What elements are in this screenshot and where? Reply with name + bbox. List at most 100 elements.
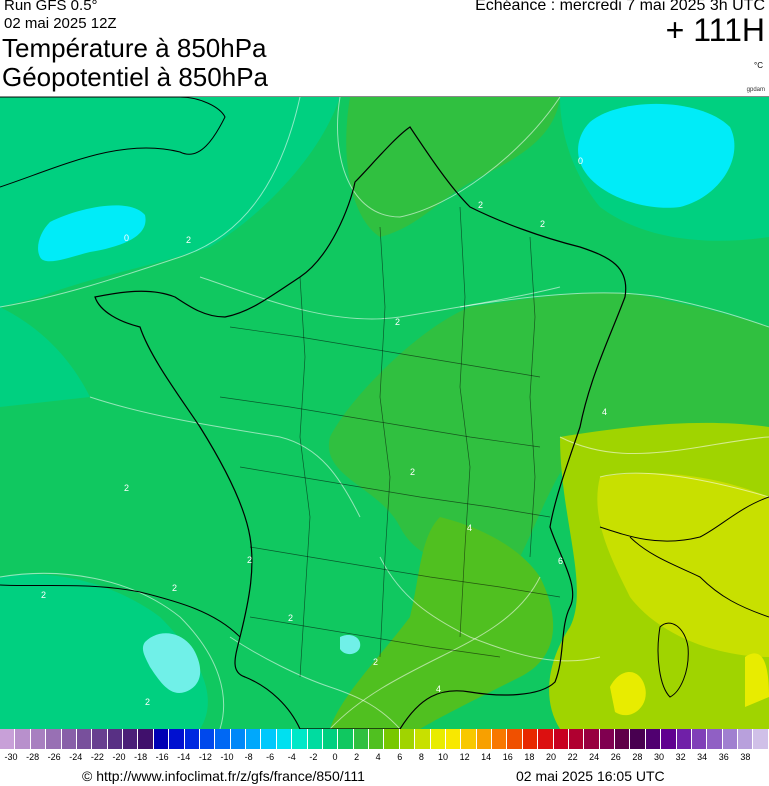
- scale-label: 16: [502, 752, 513, 762]
- scale-swatch: [15, 729, 31, 749]
- scale-label: -20: [112, 752, 126, 762]
- scale-swatch: [123, 729, 139, 749]
- scale-swatch: [353, 729, 369, 749]
- scale-label: 8: [418, 752, 424, 762]
- scale-swatch: [184, 729, 200, 749]
- map-title-geopotential: Géopotentiel à 850hPa: [2, 62, 268, 92]
- scale-label: -18: [134, 752, 148, 762]
- scale-label: 12: [459, 752, 470, 762]
- scale-swatch: [538, 729, 554, 749]
- isotherm-line-10: [599, 472, 769, 498]
- scale-swatch: [753, 729, 769, 749]
- scale-label: -26: [47, 752, 61, 762]
- italy-border: [629, 536, 769, 618]
- isotherm-label: 4: [467, 523, 472, 533]
- isotherm-line-9: [329, 576, 541, 729]
- scale-swatch: [399, 729, 416, 749]
- scale-swatch: [676, 729, 692, 749]
- scale-swatch: [369, 729, 385, 749]
- scale-swatch: [199, 729, 216, 749]
- scale-swatch: [553, 729, 569, 749]
- scale-label: -28: [26, 752, 40, 762]
- isotherm-line-2: [337, 97, 561, 218]
- scale-swatch: [722, 729, 738, 749]
- scale-label: 0: [332, 752, 338, 762]
- scale-label: -8: [244, 752, 253, 762]
- generation-timestamp: 02 mai 2025 16:05 UTC: [516, 768, 665, 784]
- scale-swatch: [430, 729, 446, 749]
- scale-label: 18: [524, 752, 535, 762]
- scale-swatch: [507, 729, 523, 749]
- scale-label: 34: [697, 752, 708, 762]
- temp-band-12-14-east-edge: [745, 653, 769, 707]
- isotherm-label: 2: [145, 697, 150, 707]
- cold-pocket-cevennes: [340, 635, 361, 655]
- temp-band-10-12-alps: [597, 473, 769, 657]
- scale-swatch: [292, 729, 308, 749]
- temperature-scale-labels: -30 -28 -26 -24 -22 -20 -18 -16 -14 -12 -10 -8 -6 -4-…: [0, 752, 769, 766]
- scale-swatch: [30, 729, 47, 749]
- scale-swatch: [322, 729, 339, 749]
- isotherm-label: 2: [410, 467, 415, 477]
- scale-swatch: [522, 729, 539, 749]
- isotherm-label: 2: [124, 483, 129, 493]
- scale-swatch: [169, 729, 185, 749]
- isotherm-label: 2: [41, 590, 46, 600]
- isotherm-line-7: [0, 572, 225, 729]
- isotherm-label: 4: [436, 684, 441, 694]
- scale-swatch: [215, 729, 231, 749]
- scale-swatch: [415, 729, 431, 749]
- isotherm-label: 2: [395, 317, 400, 327]
- isotherm-label: 0: [124, 233, 129, 243]
- isotherm-label: 2: [247, 555, 252, 565]
- scale-label: 28: [632, 752, 643, 762]
- scale-swatch: [261, 729, 277, 749]
- temp-band-4-6-east: [328, 292, 769, 567]
- scale-swatch: [138, 729, 154, 749]
- department-border-2: [219, 396, 541, 448]
- isotherm-line-11: [229, 636, 401, 729]
- isotherm-line-6: [559, 436, 769, 455]
- scale-swatch: [230, 729, 246, 749]
- scale-swatch: [661, 729, 677, 749]
- scale-swatch: [276, 729, 293, 749]
- department-border-4: [249, 546, 561, 598]
- scale-label: -16: [155, 752, 169, 762]
- scale-label: 20: [545, 752, 557, 762]
- scale-label: 22: [567, 752, 578, 762]
- isotherm-line-1: [0, 97, 301, 308]
- temp-band-0-2-southwest: [0, 574, 208, 729]
- source-url[interactable]: © http://www.infoclimat.fr/z/gfs/france/…: [82, 768, 365, 784]
- scale-label: 32: [675, 752, 686, 762]
- scale-label: 24: [589, 752, 600, 762]
- corsica-outline: [657, 622, 689, 698]
- scale-swatch: [0, 729, 16, 749]
- isotherm-label: 4: [602, 407, 607, 417]
- weather-map[interactable]: 0 2 0 2 2 2 4 2 2 4 6 2 2 2 2 2 2 4: [0, 96, 769, 730]
- scale-swatch: [492, 729, 508, 749]
- run-label: Run GFS 0.5°: [4, 0, 98, 14]
- scale-swatch: [338, 729, 354, 749]
- department-border-6: [299, 276, 311, 678]
- scale-label: -4: [287, 752, 296, 762]
- scale-swatch: [246, 729, 262, 749]
- scale-label: 26: [610, 752, 621, 762]
- department-border-1: [229, 326, 541, 378]
- france-outline: [94, 126, 627, 729]
- scale-label: -12: [198, 752, 212, 762]
- isotherm-label: 2: [540, 219, 545, 229]
- scale-swatch: [476, 729, 492, 749]
- scale-swatch: [691, 729, 708, 749]
- isotherm-line-4: [459, 292, 769, 328]
- scale-swatch: [568, 729, 585, 749]
- scale-label: 38: [740, 752, 751, 762]
- scale-label: 2: [354, 752, 360, 762]
- temperature-map-canvas: 0 2 0 2 2 2 4 2 2 4 6 2 2 2 2 2 2 4: [0, 97, 769, 729]
- isotherm-label: 2: [288, 613, 293, 623]
- isotherm-label: 2: [186, 235, 191, 245]
- department-border-5: [249, 616, 501, 658]
- department-borders: [219, 206, 561, 678]
- department-border-7: [379, 226, 391, 658]
- department-border-9: [529, 236, 536, 558]
- scale-swatch: [615, 729, 631, 749]
